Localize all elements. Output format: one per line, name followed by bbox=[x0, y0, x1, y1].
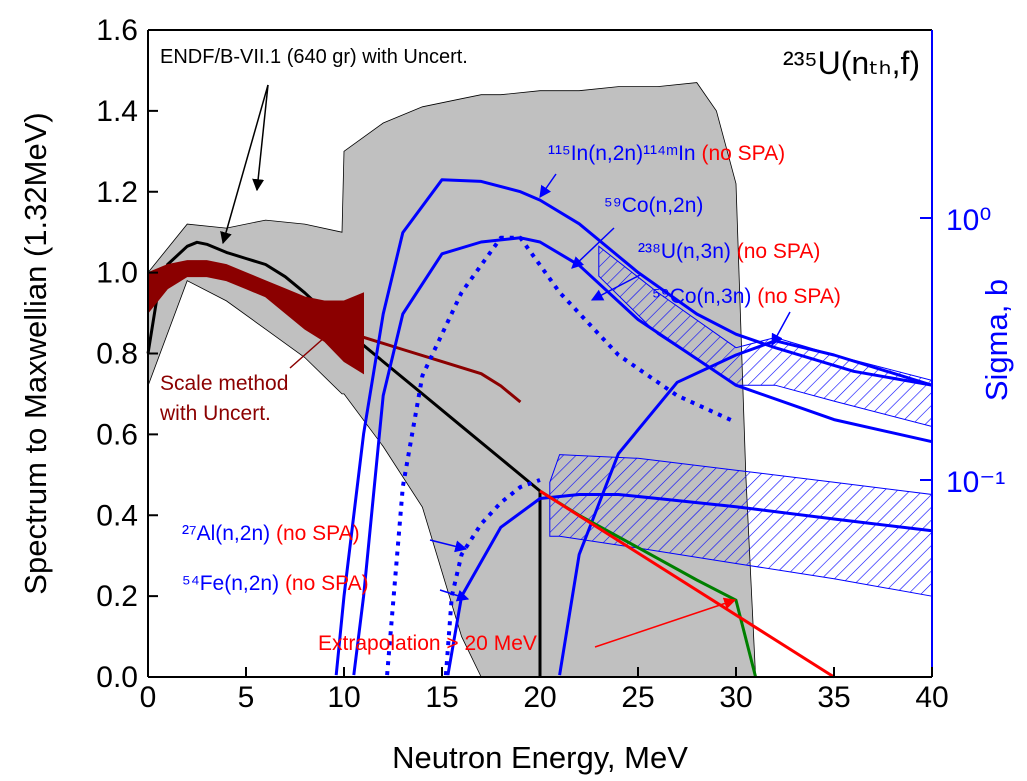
annotation: ²⁷Al(n,2n) (no SPA) bbox=[182, 522, 360, 545]
y-tick-label: 0.2 bbox=[96, 580, 138, 613]
annotation-part: Scale method bbox=[160, 372, 288, 395]
annotation-part: ²³⁵U(nₜₕ,f) bbox=[783, 45, 920, 81]
annotation-part: ⁵⁹Co(n,2n) bbox=[604, 194, 703, 217]
arrow bbox=[220, 84, 269, 245]
annotation-part: (no SPA) bbox=[696, 142, 785, 165]
x-tick-label: 35 bbox=[817, 681, 850, 714]
annotation-part: ¹¹⁵In(n,2n)¹¹⁴ᵐIn bbox=[548, 142, 696, 165]
arrow bbox=[429, 539, 468, 553]
y-tick-label: 1.6 bbox=[96, 14, 138, 47]
x-tick-label: 40 bbox=[915, 681, 948, 714]
annotation-part: ⁵⁴Fe(n,2n) bbox=[182, 572, 279, 595]
y-tick-label: 0.0 bbox=[96, 661, 138, 694]
arrow bbox=[590, 274, 641, 301]
annotation-part: with Uncert. bbox=[159, 402, 271, 425]
plot-area bbox=[146, 82, 933, 679]
annotation: Extrapolation > 20 MeV bbox=[318, 632, 537, 655]
annotation-part: ⁵⁹Co(n,3n) bbox=[652, 285, 751, 308]
arrow bbox=[289, 321, 343, 369]
y2-tick-label: 10⁰ bbox=[946, 204, 991, 237]
y-tick-label: 0.8 bbox=[96, 338, 138, 371]
y-tick-label: 0.4 bbox=[96, 499, 138, 532]
series-line bbox=[385, 235, 737, 676]
annotation-part: ²³⁸U(n,3n) bbox=[638, 240, 731, 263]
arrow bbox=[571, 227, 615, 269]
annotation: ²³⁸U(n,3n) (no SPA) bbox=[638, 240, 820, 263]
annotation: ²³⁵U(nₜₕ,f) bbox=[783, 45, 920, 81]
x-tick-label: 5 bbox=[238, 681, 255, 714]
y2-axis-title: Sigma, b bbox=[979, 279, 1014, 401]
annotation: ⁵⁴Fe(n,2n) (no SPA) bbox=[182, 572, 369, 595]
annotation: Scale method bbox=[160, 372, 288, 395]
x-tick-label: 30 bbox=[719, 681, 752, 714]
series-line bbox=[334, 178, 933, 676]
y-tick-label: 1.4 bbox=[96, 95, 138, 128]
series-line bbox=[558, 339, 933, 676]
x-tick-label: 10 bbox=[327, 681, 360, 714]
y-tick-label: 1.0 bbox=[96, 257, 138, 290]
annotation-part: Extrapolation > 20 MeV bbox=[318, 632, 537, 655]
annotation: with Uncert. bbox=[159, 402, 271, 425]
x-tick-label: 20 bbox=[523, 681, 556, 714]
y-axis-title: Spectrum to Maxwellian (1.32MeV) bbox=[18, 112, 53, 594]
series-line bbox=[443, 478, 541, 676]
annotation: ⁵⁹Co(n,2n) bbox=[604, 194, 703, 217]
x-tick-label: 15 bbox=[425, 681, 458, 714]
annotation-box bbox=[152, 35, 648, 73]
series-line bbox=[446, 493, 933, 676]
annotation-part: (no SPA) bbox=[279, 572, 368, 595]
arrow bbox=[439, 589, 470, 602]
annotation: ⁵⁹Co(n,3n) (no SPA) bbox=[652, 285, 841, 308]
arrow bbox=[771, 311, 791, 347]
arrow bbox=[594, 597, 737, 648]
y2-tick-label: 10⁻¹ bbox=[946, 466, 1005, 499]
y-tick-label: 0.6 bbox=[96, 418, 138, 451]
x-tick-label: 25 bbox=[621, 681, 654, 714]
annotation-part: ENDF/B-VII.1 (640 gr) with Uncert. bbox=[160, 46, 468, 68]
x-tick-label: 0 bbox=[140, 681, 157, 714]
arrow bbox=[539, 173, 557, 198]
annotation: ENDF/B-VII.1 (640 gr) with Uncert. bbox=[160, 46, 468, 68]
annotation-part: (no SPA) bbox=[270, 522, 359, 545]
axes: 0 5 10 15 20 25 30 35 40 0.0 0.2 0.4 0.6 0.8 1.0 1.2 1.4… bbox=[18, 14, 1014, 775]
annotation-part: (no SPA) bbox=[751, 285, 840, 308]
series-line bbox=[146, 240, 542, 677]
annotations: ENDF/B-VII.1 (640 gr) with Uncert. ²³⁵U(n… bbox=[152, 35, 920, 655]
y-tick-label: 1.2 bbox=[96, 176, 138, 209]
annotation-part: (no SPA) bbox=[731, 240, 820, 263]
uncertainty-band bbox=[147, 260, 364, 375]
annotation-part: ²⁷Al(n,2n) bbox=[182, 522, 270, 545]
arrow bbox=[252, 84, 269, 192]
series-line bbox=[539, 489, 835, 679]
x-axis-title: Neutron Energy, MeV bbox=[392, 740, 688, 775]
annotation: ¹¹⁵In(n,2n)¹¹⁴ᵐIn (no SPA) bbox=[548, 142, 785, 165]
